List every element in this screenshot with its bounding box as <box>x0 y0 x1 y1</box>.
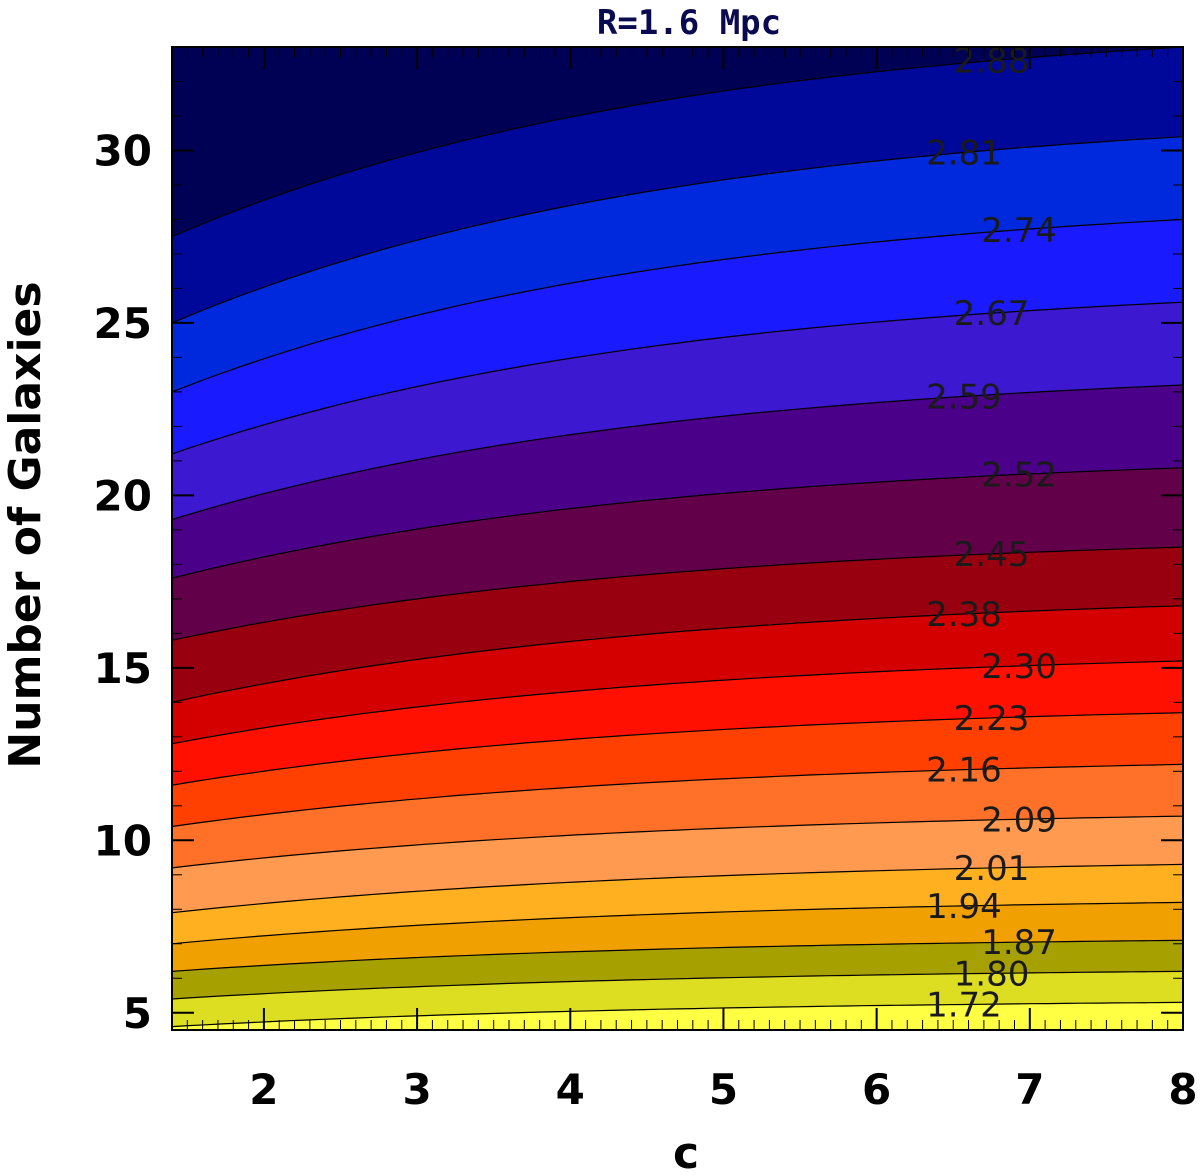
x-tick-label: 3 <box>402 1065 431 1114</box>
contour-line <box>172 1001 1183 1028</box>
contour-label: 2.74 <box>981 211 1057 251</box>
x-tick-label: 5 <box>709 1065 738 1114</box>
contour-line <box>172 301 1183 455</box>
contour-line <box>172 47 1183 238</box>
contour-label: 1.87 <box>981 923 1057 963</box>
contour-line <box>172 605 1183 703</box>
y-tick-label: 15 <box>94 644 152 693</box>
contour-line <box>172 712 1183 786</box>
contour-line <box>172 970 1183 1000</box>
contour-label: 2.67 <box>954 294 1030 334</box>
contour-label: 2.45 <box>954 535 1030 575</box>
y-tick-label: 25 <box>94 299 152 348</box>
contour-label: 1.80 <box>954 954 1030 994</box>
contour-line <box>172 218 1183 393</box>
contour-line <box>172 660 1183 745</box>
contour-line <box>172 384 1183 521</box>
contour-label: 2.16 <box>926 751 1002 791</box>
contour-label: 2.88 <box>954 42 1030 82</box>
contour-label: 2.23 <box>954 699 1030 739</box>
x-tick-label: 8 <box>1168 1065 1197 1114</box>
x-tick-label: 6 <box>862 1065 891 1114</box>
y-axis-label: Number of Galaxies <box>0 281 51 768</box>
contour-label: 2.09 <box>981 800 1057 840</box>
contour-line <box>172 467 1183 579</box>
contour-line <box>172 815 1183 869</box>
x-tick-label: 7 <box>1015 1065 1044 1114</box>
x-tick-label: 2 <box>249 1065 278 1114</box>
contour-label: 1.72 <box>926 985 1002 1025</box>
contour-label: 2.01 <box>954 849 1030 889</box>
y-tick-label: 5 <box>123 989 152 1038</box>
y-axis-ticks: 5 10 15 20 25 30 <box>94 126 1183 1038</box>
contour-line <box>172 136 1183 324</box>
contour-lines <box>172 47 1183 1028</box>
y-tick-label: 10 <box>94 816 152 865</box>
contour-label: 2.30 <box>981 647 1057 687</box>
contour-label: 2.59 <box>926 377 1002 417</box>
contour-label: 2.81 <box>926 133 1002 173</box>
x-axis-label: c <box>673 1128 699 1176</box>
contour-line <box>172 939 1183 972</box>
contour-label: 1.94 <box>926 887 1002 927</box>
contour-label: 2.52 <box>981 455 1057 495</box>
contour-label: 2.38 <box>926 595 1002 635</box>
contour-line <box>172 763 1183 828</box>
contour-line <box>172 863 1183 914</box>
y-tick-label: 30 <box>94 126 152 175</box>
contour-line <box>172 546 1183 641</box>
contour-labels: 1.721.801.871.942.01 2.09 2.16 2.23 2.30 2.38… <box>926 42 1057 1026</box>
y-tick-label: 20 <box>94 471 152 520</box>
contour-bands <box>172 47 1183 1030</box>
minor-ticks <box>172 46 1183 1030</box>
contour-line <box>172 901 1183 945</box>
x-tick-label: 4 <box>556 1065 585 1114</box>
chart-title: R=1.6 Mpc <box>597 3 781 43</box>
contour-band <box>172 47 1183 237</box>
x-axis-ticks: 2 3 4 5 6 7 8 <box>249 47 1198 1114</box>
